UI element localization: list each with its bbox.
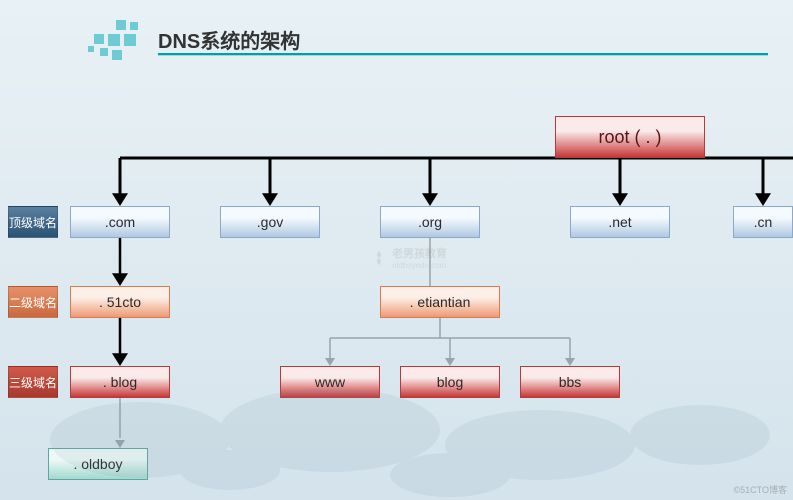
lbl-second: 二级域名 [8,286,58,318]
lbl-top: 顶级域名 [8,206,58,238]
node-51cto: . 51cto [70,286,170,318]
node-oldboy: . oldboy [48,448,148,480]
node-www: www [280,366,380,398]
node-org: .org [380,206,480,238]
node-root: root ( . ) [555,116,705,158]
node-gov: .gov [220,206,320,238]
center-watermark: 老男孩教育 oldboyedu.com [370,245,447,270]
node-cn: .cn [733,206,793,238]
node-etian: . etiantian [380,286,500,318]
footer-watermark: ©51CTO博客 [734,483,787,496]
lbl-third: 三级域名 [8,366,58,398]
node-com: .com [70,206,170,238]
node-blognode: . blog [70,366,170,398]
node-blog2: blog [400,366,500,398]
node-net: .net [570,206,670,238]
node-bbs: bbs [520,366,620,398]
